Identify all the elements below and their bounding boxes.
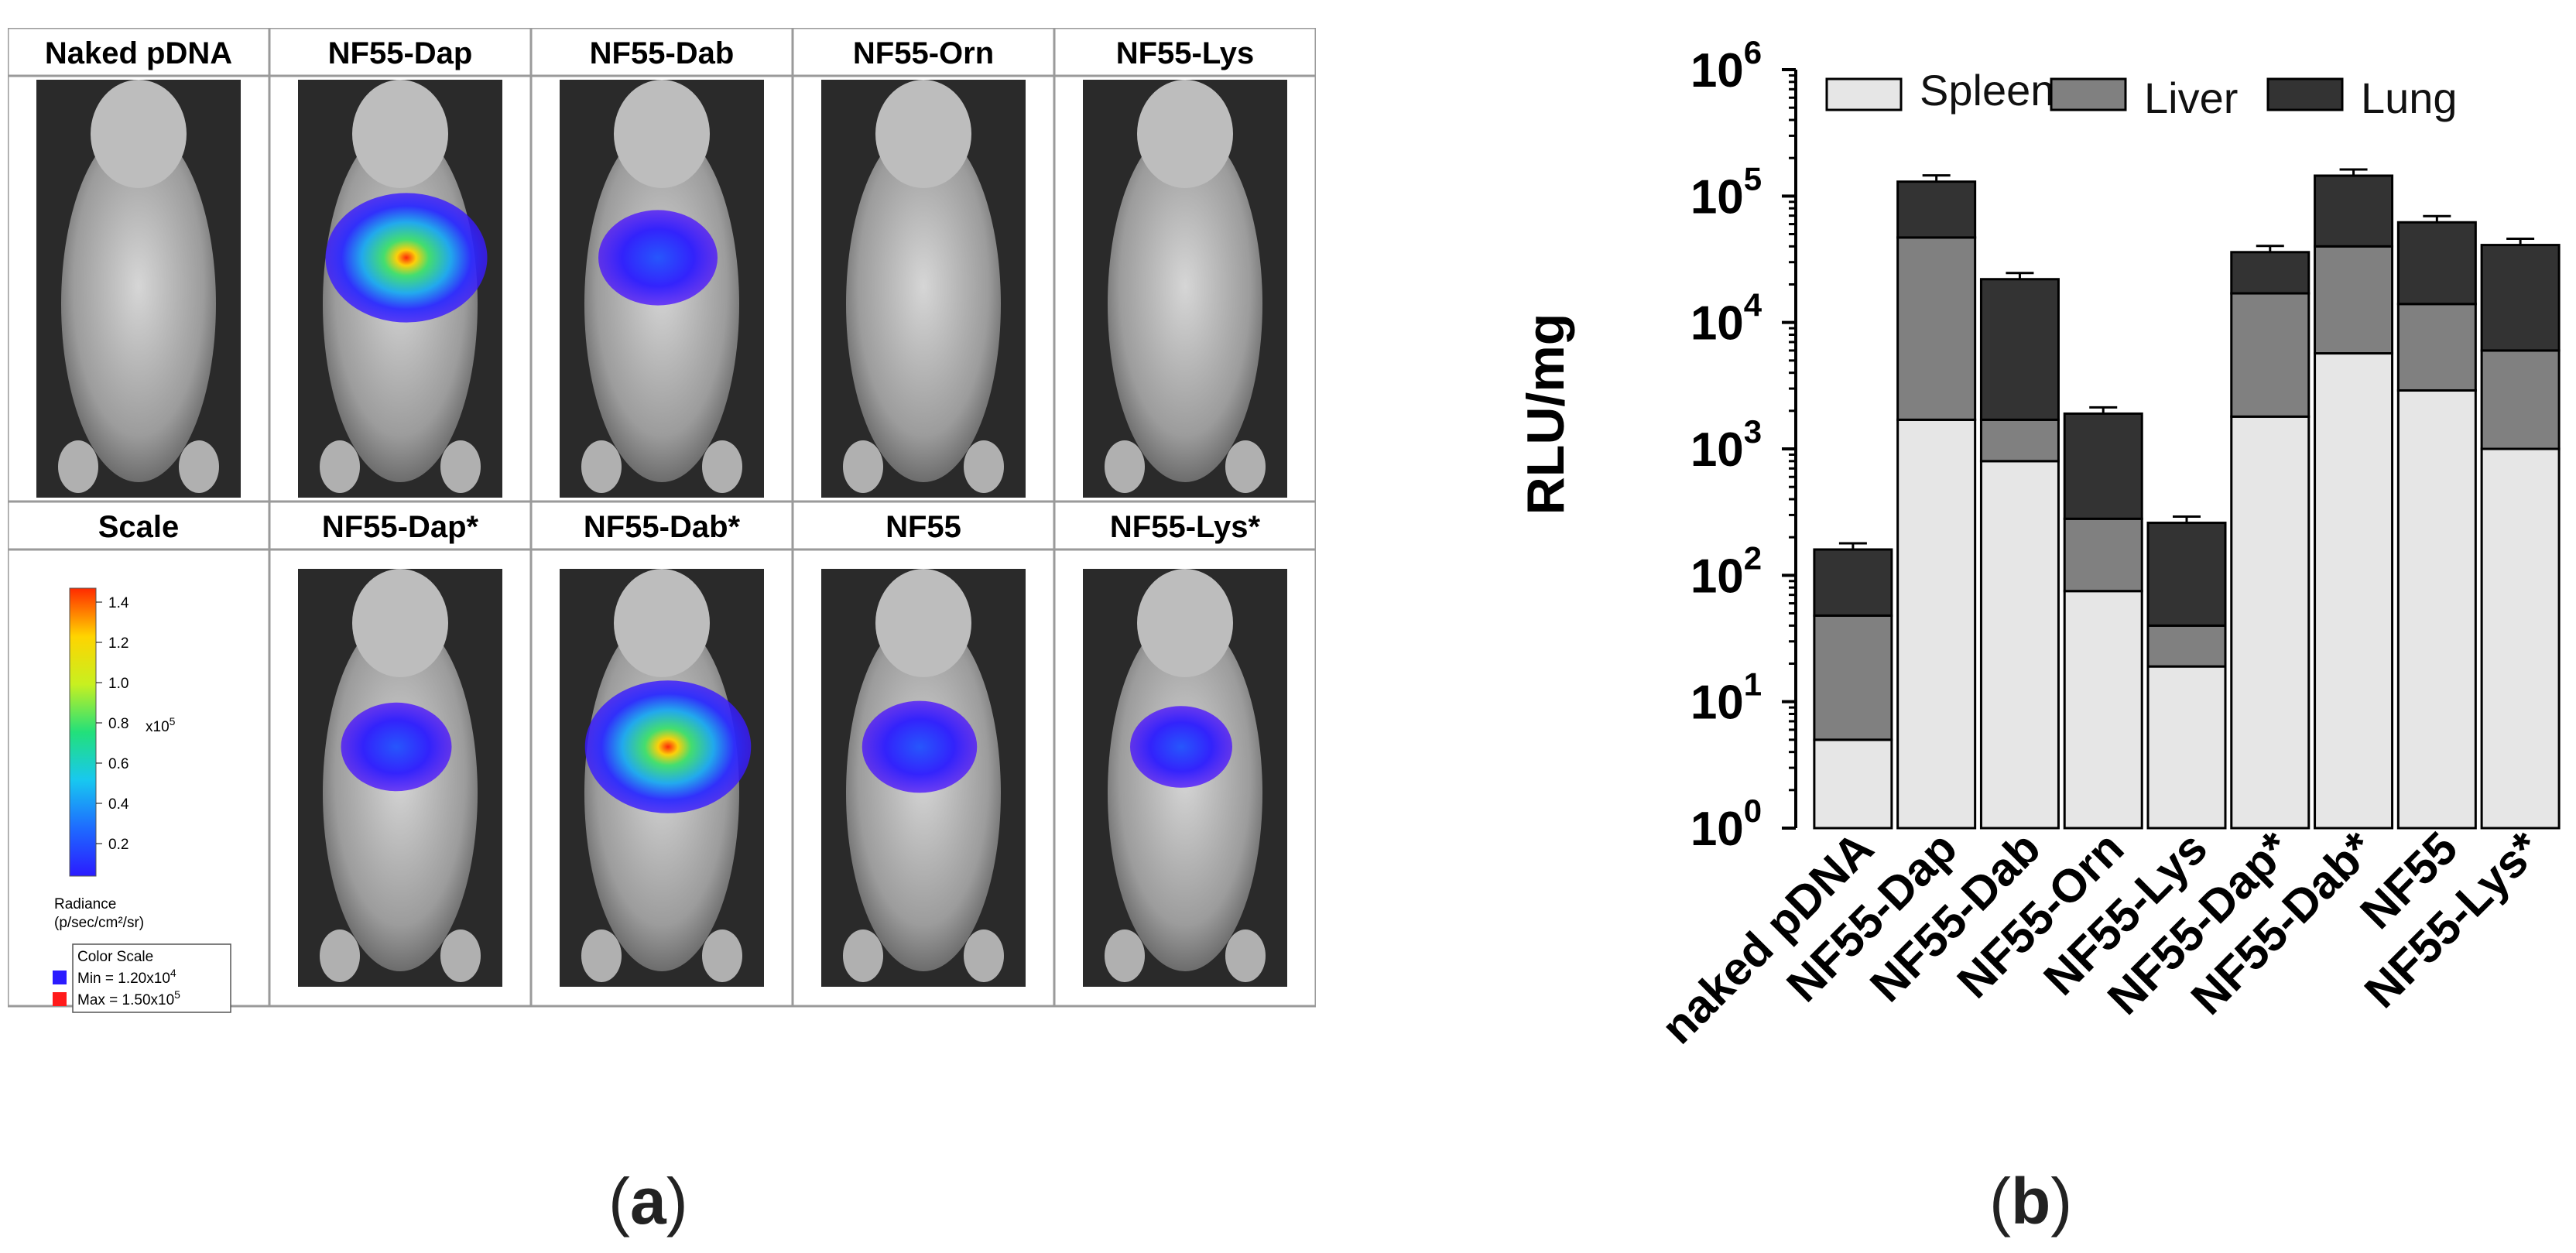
imaging-grid: Naked pDNA NF55-Dap NF55-Dab NF55-Orn NF55-L… bbox=[6, 26, 1317, 1013]
legend-label-spleen: Spleen bbox=[1920, 66, 2054, 115]
y-tick-label: 102 bbox=[1690, 539, 1762, 603]
mouse-image-nf55 bbox=[821, 569, 1026, 987]
bar-liver-nf55-dap-star bbox=[2230, 292, 2311, 418]
bar-spleen-nf55-lys-star bbox=[2480, 447, 2561, 830]
bar-spleen-naked-pdna bbox=[1813, 738, 1893, 830]
signal-nf55-dab-star bbox=[584, 680, 752, 813]
y-tick-label: 100 bbox=[1690, 793, 1762, 856]
mouse-image-nf55-lys-star bbox=[1083, 569, 1287, 987]
bar-liver-nf55-orn bbox=[2063, 517, 2143, 593]
signal-nf55-lys-star bbox=[1130, 706, 1232, 788]
header-nf55-dap: NF55-Dap bbox=[328, 36, 473, 70]
mouse-image-nf55-dab-star bbox=[560, 569, 764, 987]
signal-nf55 bbox=[862, 700, 978, 793]
bar-liver-nf55-dab-star bbox=[2314, 245, 2394, 355]
grid-cells: Naked pDNA NF55-Dap NF55-Dab NF55-Orn NF55-L… bbox=[6, 26, 1317, 1013]
min-value: Min = 1.20x104 bbox=[77, 967, 176, 987]
scale-tick-label: 0.8 bbox=[108, 716, 128, 732]
header-nf55-orn: NF55-Orn bbox=[853, 36, 994, 70]
scale-tick-label: 1.4 bbox=[108, 595, 129, 611]
bar-liver-nf55-lys bbox=[2146, 624, 2227, 668]
header-scale: Scale bbox=[98, 510, 180, 544]
signal-nf55-dab bbox=[598, 210, 718, 306]
mouse-image-nf55-lys bbox=[1083, 80, 1287, 498]
legend-label-lung: Lung bbox=[2361, 74, 2458, 122]
legend-swatch-liver bbox=[2050, 77, 2127, 111]
bar-spleen-nf55 bbox=[2396, 389, 2477, 830]
signal-nf55-dap-star bbox=[341, 702, 452, 792]
scale-exponent-label: x105 bbox=[146, 715, 176, 735]
bar-lung-nf55-dap bbox=[1896, 180, 1977, 239]
mouse-image-nf55-dap bbox=[298, 80, 502, 498]
max-color-swatch bbox=[53, 992, 67, 1006]
scale-tick-label: 1.2 bbox=[108, 635, 128, 652]
legend-swatch-lung bbox=[2266, 77, 2344, 111]
bar-liver-nf55 bbox=[2396, 303, 2477, 392]
bar-spleen-nf55-lys bbox=[2146, 665, 2227, 830]
bar-spleen-nf55-dab bbox=[1979, 460, 2060, 830]
bar-liver-nf55-dap bbox=[1896, 236, 1977, 421]
bar-lung-naked-pdna bbox=[1813, 548, 1893, 617]
color-bar bbox=[69, 587, 97, 877]
bar-lung-nf55-dab-star bbox=[2314, 174, 2394, 248]
radiance-unit: (p/sec/cm²/sr) bbox=[54, 915, 144, 931]
bar-spleen-nf55-orn bbox=[2063, 590, 2143, 830]
header-nf55-dap-star: NF55-Dap* bbox=[322, 510, 479, 544]
bar-spleen-nf55-dab-star bbox=[2314, 352, 2394, 830]
imaging-panel: Naked pDNA NF55-Dap NF55-Dab NF55-Orn NF55-L… bbox=[6, 26, 1317, 1065]
y-tick-label: 105 bbox=[1690, 160, 1762, 224]
y-tick-label: 104 bbox=[1690, 287, 1762, 351]
y-axis-label: RLU/mg bbox=[1516, 313, 1575, 515]
bar-lung-nf55-dab bbox=[1979, 278, 2060, 421]
legend-swatch-spleen bbox=[1825, 77, 1903, 111]
header-naked-pdna: Naked pDNA bbox=[45, 36, 232, 70]
bar-spleen-nf55-dap bbox=[1896, 418, 1977, 830]
radiance-scale: 1.4 1.2 1.0 0.8 0.6 0.4 0.2 x105 Radiance (p/sec/… bbox=[53, 587, 231, 1013]
header-nf55-lys: NF55-Lys bbox=[1116, 36, 1255, 70]
header-nf55-dab: NF55-Dab bbox=[590, 36, 735, 70]
mouse-image-naked-pdna bbox=[36, 80, 241, 498]
scale-tick-label: 0.6 bbox=[108, 756, 128, 772]
scale-tick-label: 0.2 bbox=[108, 837, 128, 853]
min-color-swatch bbox=[53, 971, 67, 984]
max-value: Max = 1.50x105 bbox=[77, 988, 180, 1008]
mouse-image-nf55-orn bbox=[821, 80, 1026, 498]
bar-lung-nf55-lys-star bbox=[2480, 244, 2561, 352]
bar-lung-nf55-orn bbox=[2063, 412, 2143, 520]
color-scale-box bbox=[72, 943, 231, 1013]
color-scale-title: Color Scale bbox=[77, 949, 153, 965]
caption-b: (b) bbox=[1989, 1165, 2073, 1238]
header-nf55-dab-star: NF55-Dab* bbox=[584, 510, 741, 544]
signal-nf55-dap bbox=[325, 193, 488, 323]
y-tick-label: 101 bbox=[1690, 666, 1762, 730]
y-tick-label: 106 bbox=[1690, 34, 1762, 98]
bar-liver-nf55-lys-star bbox=[2480, 349, 2561, 450]
bar-spleen-nf55-dap-star bbox=[2230, 415, 2311, 830]
caption-a: (a) bbox=[608, 1165, 688, 1238]
bar-lung-nf55 bbox=[2396, 221, 2477, 306]
mouse-image-nf55-dap-star bbox=[298, 569, 502, 987]
scale-tick-label: 1.0 bbox=[108, 676, 128, 692]
y-tick-label: 103 bbox=[1690, 413, 1762, 477]
bar-lung-nf55-lys bbox=[2146, 522, 2227, 627]
radiance-label: Radiance bbox=[54, 896, 116, 912]
bar-lung-nf55-dap-star bbox=[2230, 251, 2311, 295]
header-nf55: NF55 bbox=[886, 510, 961, 544]
legend-label-liver: Liver bbox=[2144, 74, 2238, 122]
header-nf55-lys-star: NF55-Lys* bbox=[1110, 510, 1261, 544]
bar-liver-nf55-dab bbox=[1979, 418, 2060, 463]
bar-chart-panel: RLU/mg 100 101 102 103 104 105 106 naked pDNA NF… bbox=[1331, 15, 2570, 1161]
mouse-image-nf55-dab bbox=[560, 80, 764, 498]
bar-liver-naked-pdna bbox=[1813, 614, 1893, 741]
scale-tick-label: 0.4 bbox=[108, 796, 129, 813]
